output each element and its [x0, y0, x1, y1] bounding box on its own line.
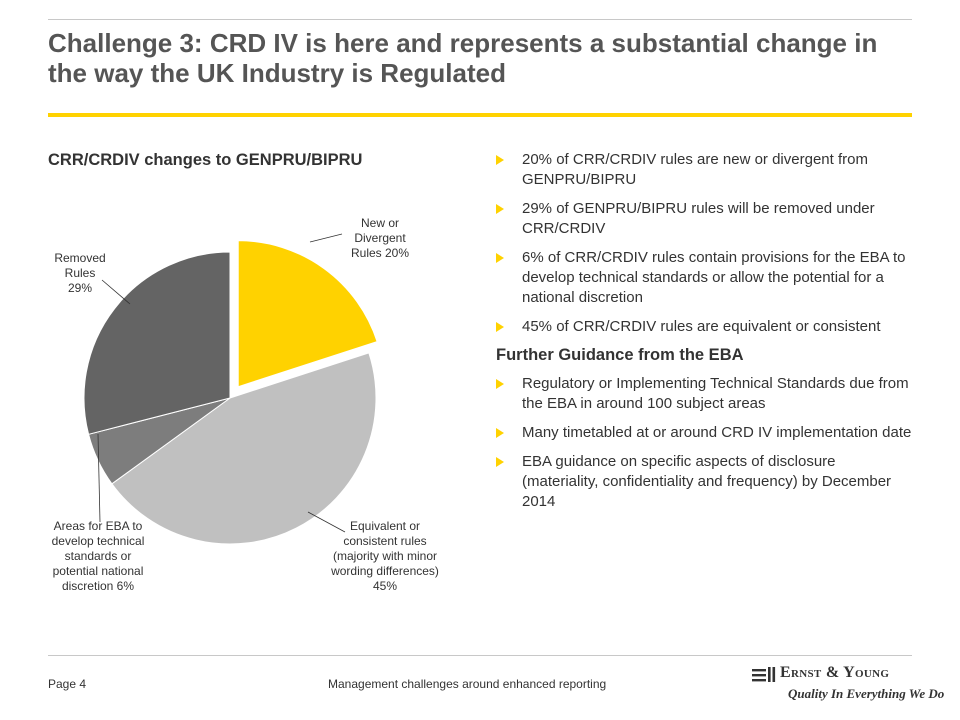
title-underline	[48, 113, 912, 117]
leader-line	[309, 233, 343, 243]
bullet-text: Many timetabled at or around CRD IV impl…	[522, 424, 912, 441]
guidance-bullet-item: EBA guidance on specific aspects of disc…	[496, 452, 916, 512]
pie-slice	[237, 240, 378, 388]
chart-heading: CRR/CRDIV changes to GENPRU/BIPRU	[48, 151, 363, 169]
pie-chart: New or Divergent Rules 20% Equivalent or con…	[52, 216, 439, 593]
guidance-bullet-item: Many timetabled at or around CRD IV impl…	[496, 423, 916, 443]
slice-label: New or Divergent Rules 20%	[351, 216, 409, 260]
bullet-text: 45% of CRR/CRDIV rules are equivalent or…	[522, 318, 881, 335]
bullet-text: EBA guidance on specific aspects of disc…	[522, 453, 892, 510]
slice-label: Removed Rules 29%	[54, 251, 105, 295]
bullet-arrow-icon	[496, 204, 504, 214]
pie-slice	[83, 251, 231, 435]
slice-label: Equivalent or consistent rules (majority w…	[330, 519, 439, 593]
slide-title: Challenge 3: CRD IV is here and represen…	[48, 28, 878, 88]
logo-name: Ernst & Young	[780, 664, 890, 681]
leader-line	[101, 279, 131, 305]
footer-title: Management challenges around enhanced re…	[328, 677, 607, 691]
bullet-arrow-icon	[496, 155, 504, 165]
bullet-text: Regulatory or Implementing Technical Sta…	[522, 375, 909, 412]
logo-tagline: Quality In Everything We Do	[788, 686, 945, 701]
bullet-arrow-icon	[496, 322, 504, 332]
top-divider	[48, 19, 912, 20]
bullet-text: 6% of CRR/CRDIV rules contain provisions…	[522, 249, 906, 306]
bullet-arrow-icon	[496, 379, 504, 389]
leader-line	[307, 511, 346, 533]
bullet-text: 20% of CRR/CRDIV rules are new or diverg…	[522, 151, 868, 188]
bullet-arrow-icon	[496, 457, 504, 467]
logo-mark-icon	[752, 667, 776, 682]
guidance-subheading: Further Guidance from the EBA	[496, 346, 744, 364]
company-logo: Ernst & Young Quality In Everything We D…	[752, 662, 944, 708]
leader-line	[97, 433, 101, 523]
bullet-item: 29% of GENPRU/BIPRU rules will be remove…	[496, 199, 916, 239]
bullet-arrow-icon	[496, 428, 504, 438]
bullet-item: 6% of CRR/CRDIV rules contain provisions…	[496, 248, 916, 308]
bullet-arrow-icon	[496, 253, 504, 263]
bullet-panel: 20% of CRR/CRDIV rules are new or diverg…	[496, 150, 916, 521]
slice-label: Areas for EBA to develop technical standar…	[52, 519, 145, 593]
page-number: Page 4	[48, 677, 87, 691]
bullet-text: 29% of GENPRU/BIPRU rules will be remove…	[522, 200, 875, 237]
guidance-bullet-item: Regulatory or Implementing Technical Sta…	[496, 374, 916, 414]
pie-slice	[111, 352, 377, 545]
footer-divider	[48, 655, 912, 656]
bullet-item: 45% of CRR/CRDIV rules are equivalent or…	[496, 317, 916, 337]
bullet-item: 20% of CRR/CRDIV rules are new or diverg…	[496, 150, 916, 190]
